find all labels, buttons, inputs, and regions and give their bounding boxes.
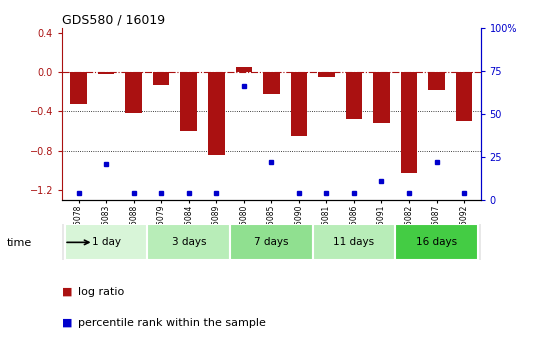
Bar [70, 72, 87, 105]
Bar [125, 72, 142, 114]
Text: ■: ■ [62, 318, 72, 327]
Text: percentile rank within the sample: percentile rank within the sample [78, 318, 266, 327]
Bar [147, 224, 230, 260]
Bar [98, 72, 114, 74]
Bar [230, 224, 313, 260]
Bar [208, 72, 225, 155]
Bar [180, 72, 197, 131]
Bar [401, 72, 417, 172]
Text: time: time [7, 238, 32, 248]
Bar [395, 224, 478, 260]
Bar [313, 224, 395, 260]
Bar [346, 72, 362, 119]
Text: 11 days: 11 days [333, 237, 375, 247]
Bar [263, 72, 280, 93]
Text: 7 days: 7 days [254, 237, 288, 247]
Text: 1 day: 1 day [92, 237, 120, 247]
Text: 3 days: 3 days [172, 237, 206, 247]
Bar [428, 72, 445, 90]
Text: log ratio: log ratio [78, 287, 125, 296]
Bar [456, 72, 472, 121]
Text: 16 days: 16 days [416, 237, 457, 247]
Bar [291, 72, 307, 136]
Bar [373, 72, 390, 123]
Bar [65, 224, 147, 260]
Text: ■: ■ [62, 287, 72, 296]
Text: GDS580 / 16019: GDS580 / 16019 [62, 13, 165, 27]
Bar [153, 72, 170, 85]
Bar [235, 67, 252, 72]
Bar [318, 72, 335, 77]
